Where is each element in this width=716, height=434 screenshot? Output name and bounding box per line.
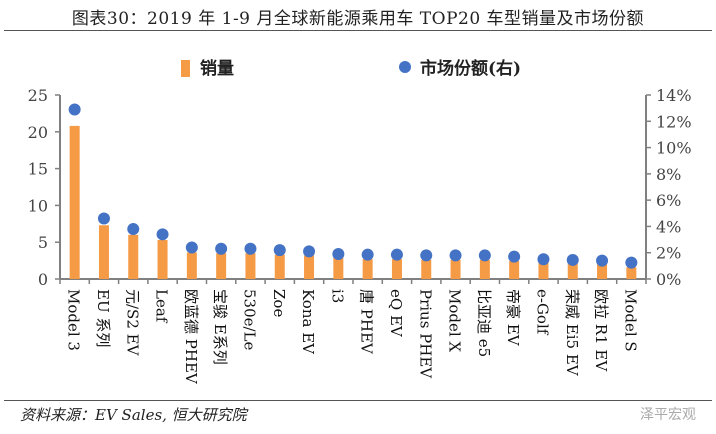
x-tick-label: Leaf xyxy=(153,289,171,324)
share-dot xyxy=(361,248,374,261)
x-tick-label: 元/S2 EV xyxy=(123,289,141,357)
source-note: 资料来源：EV Sales, 恒大研究院 xyxy=(20,406,247,424)
x-tick-label: Kona EV xyxy=(299,289,317,355)
x-tick-label: Model X xyxy=(446,289,464,352)
x-tick-label: i3 xyxy=(328,289,346,303)
x-tick-label: EU 系列 xyxy=(94,289,112,347)
bar xyxy=(509,260,520,279)
x-tick-label: Prius PHEV xyxy=(416,289,434,379)
x-tick-label: 530e/Le xyxy=(240,289,258,351)
legend-bar-label: 销量 xyxy=(200,58,234,79)
bar xyxy=(479,259,490,279)
watermark: 泽平宏观 xyxy=(640,407,696,423)
x-tick-label: Model S xyxy=(621,289,639,352)
share-dot xyxy=(625,256,638,269)
right-tick-label: 4% xyxy=(656,217,681,236)
share-dot xyxy=(566,253,579,266)
bar xyxy=(626,267,637,279)
x-tick-label: Model 3 xyxy=(65,289,83,351)
bar xyxy=(391,259,402,279)
right-tick-label: 6% xyxy=(656,191,681,210)
chart-title: 图表30：2019 年 1-9 月全球新能源乘用车 TOP20 车型销量及市场份… xyxy=(71,9,645,29)
left-tick-label: 15 xyxy=(28,160,48,179)
bar xyxy=(567,263,578,279)
x-tick-label: 宝骏 E系列 xyxy=(211,289,229,365)
left-tick-label: 20 xyxy=(28,123,48,142)
x-tick-label: 唐 PHEV xyxy=(358,289,376,355)
share-dot xyxy=(185,241,198,254)
x-tick-label: Zoe xyxy=(270,289,288,317)
title-divider xyxy=(4,30,712,31)
bar xyxy=(538,262,549,279)
bar xyxy=(157,239,168,279)
share-dot xyxy=(244,242,257,255)
bar xyxy=(216,253,227,279)
share-dot xyxy=(273,244,286,257)
x-tick-label: 荣威 Ei5 EV xyxy=(563,289,581,377)
share-dot xyxy=(537,253,550,266)
share-dot xyxy=(390,248,403,261)
share-dot xyxy=(596,254,609,267)
legend-bar-swatch xyxy=(181,60,190,77)
bar xyxy=(186,252,197,279)
left-tick-label: 25 xyxy=(28,86,48,105)
bar xyxy=(597,264,608,279)
right-tick-label: 0% xyxy=(656,270,681,289)
bar xyxy=(362,259,373,279)
x-tick-label: 欧拉 R1 EV xyxy=(592,289,610,372)
share-dot xyxy=(420,249,433,262)
right-tick-label: 8% xyxy=(656,165,681,184)
x-tick-label: e-Golf xyxy=(533,289,551,336)
bar xyxy=(69,125,80,279)
right-tick-label: 12% xyxy=(656,112,692,131)
share-dot xyxy=(303,245,316,258)
share-dot xyxy=(97,212,110,225)
share-dot xyxy=(478,249,491,262)
share-dot xyxy=(215,242,228,255)
right-tick-label: 2% xyxy=(656,244,681,263)
bar xyxy=(421,259,432,279)
legend-dot-label: 市场份额(右) xyxy=(420,58,521,79)
share-dot xyxy=(68,103,81,116)
left-tick-label: 0 xyxy=(38,270,48,289)
legend-dot-swatch xyxy=(399,61,411,73)
left-tick-label: 5 xyxy=(38,233,48,252)
left-tick-label: 10 xyxy=(28,196,48,215)
share-dot xyxy=(332,248,345,261)
share-dot xyxy=(156,228,169,241)
x-tick-label: eQ EV xyxy=(387,289,405,338)
x-tick-label: 欧蓝德 PHEV xyxy=(182,289,200,385)
bar xyxy=(304,255,315,279)
x-tick-label: 比亚迪 e5 xyxy=(475,289,493,357)
x-tick-label: 帝豪 EV xyxy=(504,289,522,347)
share-dot xyxy=(508,250,521,263)
bar xyxy=(450,259,461,279)
source-divider xyxy=(4,400,712,401)
right-tick-label: 10% xyxy=(656,139,692,158)
bar xyxy=(98,225,109,279)
share-dot xyxy=(127,223,140,236)
bar xyxy=(274,254,285,279)
right-tick-label: 14% xyxy=(656,86,692,105)
bar xyxy=(128,234,139,279)
bar xyxy=(245,253,256,279)
share-dot xyxy=(449,249,462,262)
bar xyxy=(333,257,344,279)
